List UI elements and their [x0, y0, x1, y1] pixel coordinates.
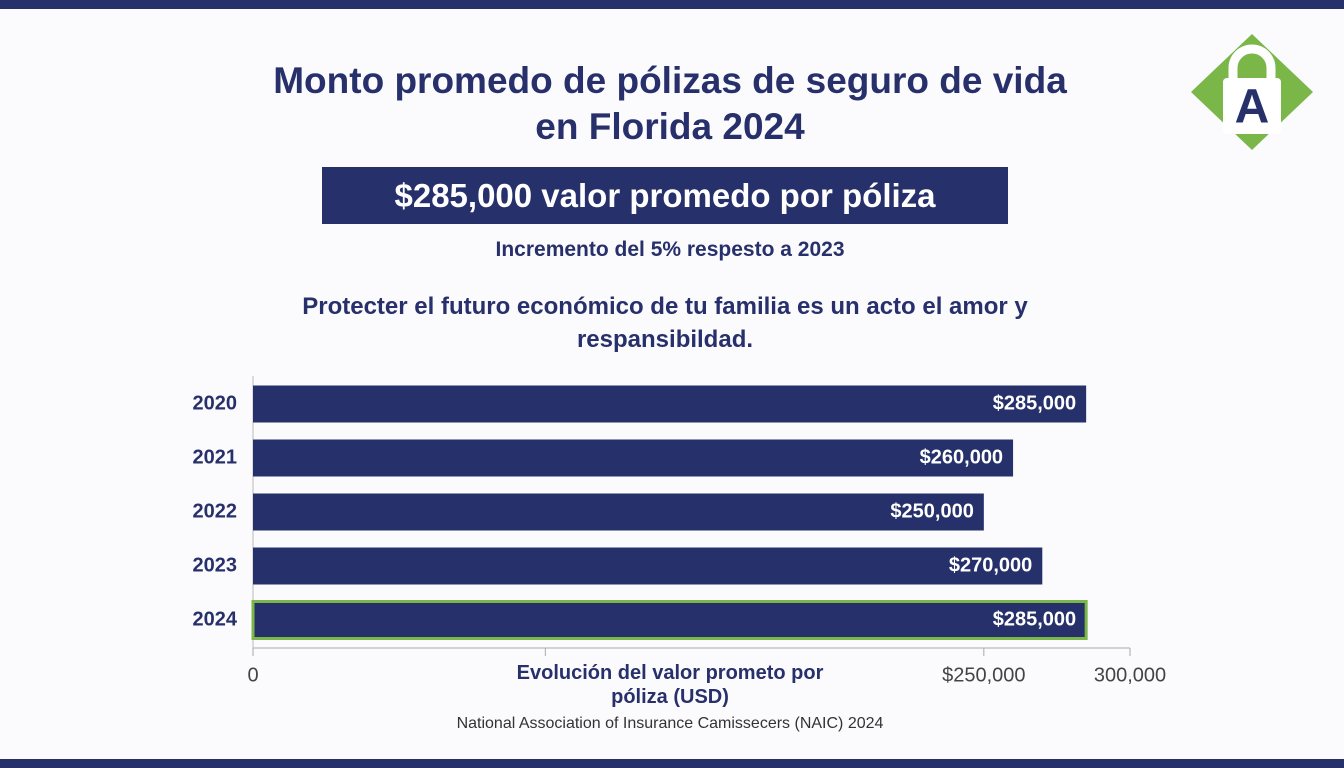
chart-title: Monto promedo de pólizas de seguro de vi… [273, 60, 1067, 147]
y-tick-label: 2023 [193, 554, 238, 576]
bottom-band [0, 759, 1344, 768]
y-tick-label: 2024 [193, 608, 238, 630]
x-tick-label: 0 [247, 664, 258, 686]
value-label: $260,000 [920, 446, 1003, 468]
top-band [0, 0, 1344, 9]
y-tick-label: 2021 [193, 446, 238, 468]
x-tick-label: 300,000 [1094, 664, 1166, 686]
bar [251, 600, 1088, 640]
logo: A [1191, 34, 1313, 150]
y-tick-label: 2020 [193, 392, 238, 414]
bar [253, 439, 1014, 477]
x-tick-label: $250,000 [942, 664, 1025, 686]
bar [253, 547, 1043, 585]
tagline: Protecter el futuro económico de tu fami… [302, 293, 1028, 353]
y-tick-label: 2022 [193, 500, 238, 522]
banner: $285,000 valor promedo por póliza [322, 167, 1008, 224]
source: National Association of Insurance Camiss… [456, 715, 884, 732]
subtitle: Incremento del 5% respesto a 2023 [495, 238, 845, 261]
value-label: $250,000 [890, 500, 973, 522]
bar [253, 493, 984, 531]
value-label: $270,000 [949, 554, 1032, 576]
bar [253, 385, 1087, 423]
x-axis-title: Evolución del valor prometo por póliza (… [490, 661, 850, 709]
value-label: $285,000 [993, 608, 1076, 630]
svg-text:A: A [1235, 81, 1270, 134]
value-label: $285,000 [993, 392, 1076, 414]
